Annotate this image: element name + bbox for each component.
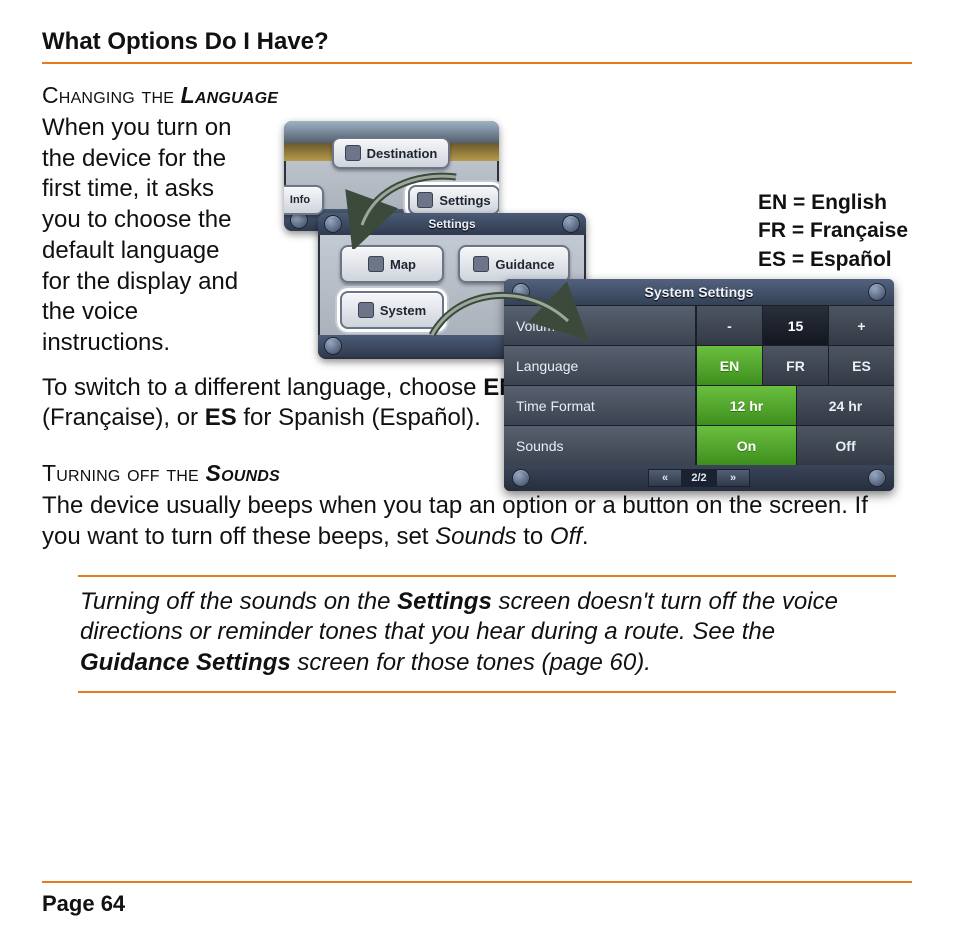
pager-position: 2/2 [682,469,716,487]
settings-title: Settings [428,217,475,231]
guidance-button[interactable]: Guidance [458,245,570,283]
map-label: Map [390,257,416,272]
n2: Settings [397,588,492,615]
lang-en[interactable]: EN [696,346,762,385]
volume-value: 15 [762,306,828,345]
panel-system-settings: System Settings Volume - 15 + Language E… [504,279,894,491]
language-legend: EN = English FR = Française ES = Español [758,189,908,274]
label-timeformat: Time Format [504,386,696,425]
label-sounds: Sounds [504,426,696,465]
lang-fr[interactable]: FR [762,346,828,385]
legend-es: ES = Español [758,246,908,274]
label-volume: Volume [504,306,696,345]
device-figure: EN = English FR = Française ES = Español… [278,121,908,491]
guidance-label: Guidance [495,257,554,272]
home-icon[interactable] [868,283,886,301]
info-label: Info [290,194,310,206]
home-icon[interactable] [562,215,580,233]
label-language: Language [504,346,696,385]
corner-home-icon[interactable] [868,469,886,487]
n1: Turning off the sounds on the [80,588,397,615]
settings-label: Settings [439,193,490,208]
pager: « 2/2 » [648,469,750,487]
system-label: System [380,303,426,318]
back-icon[interactable] [324,215,342,233]
map-icon [368,256,384,272]
system-button[interactable]: System [340,291,444,329]
subheading-em: Language [181,82,278,108]
time-12hr[interactable]: 12 hr [696,386,796,425]
legend-fr: FR = Française [758,217,908,245]
flag-icon [345,145,361,161]
time-24hr[interactable]: 24 hr [796,386,894,425]
page-footer: Page 64 [42,881,912,917]
p3-b: Sounds [435,523,516,550]
sounds-off[interactable]: Off [796,426,894,465]
row-sounds: Sounds On Off [504,425,894,465]
subheading-sounds-text: Turning off the [42,460,206,486]
note-block: Turning off the sounds on the Settings s… [78,575,896,693]
subheading-text: Changing the [42,82,181,108]
sounds-on[interactable]: On [696,426,796,465]
gear-icon [358,302,374,318]
row-language: Language EN FR ES [504,345,894,385]
section-header: What Options Do I Have? [42,28,912,64]
volume-minus[interactable]: - [696,306,762,345]
para-3: The device usually beeps when you tap an… [42,491,902,552]
pager-next[interactable]: » [716,469,750,487]
map-button[interactable]: Map [340,245,444,283]
system-settings-title: System Settings [530,284,868,300]
corner-back-icon[interactable] [512,469,530,487]
p3-d: Off [550,523,582,550]
para-1: When you turn on the device for the firs… [42,113,252,359]
n5: screen for those tones (page 60). [291,649,651,676]
p3-c: to [517,523,550,550]
wrench-icon [417,192,433,208]
n4: Guidance Settings [80,649,291,676]
p2-es: ES [205,404,237,431]
destination-button[interactable]: Destination [332,137,450,169]
page-number: Page 64 [42,891,912,917]
guidance-icon [473,256,489,272]
corner-back-icon[interactable] [324,337,342,355]
subheading-language: Changing the Language [42,82,912,109]
p3-e: . [582,523,589,550]
note-text: Turning off the sounds on the Settings s… [80,587,888,679]
lang-es[interactable]: ES [828,346,894,385]
legend-en: EN = English [758,189,908,217]
volume-plus[interactable]: + [828,306,894,345]
info-button[interactable]: Info [284,185,324,215]
row-volume: Volume - 15 + [504,305,894,345]
settings-button[interactable]: Settings [408,185,499,215]
row-timeformat: Time Format 12 hr 24 hr [504,385,894,425]
pager-prev[interactable]: « [648,469,682,487]
destination-label: Destination [367,146,438,161]
back-icon[interactable] [512,283,530,301]
subheading-sounds-em: Sounds [206,460,280,486]
